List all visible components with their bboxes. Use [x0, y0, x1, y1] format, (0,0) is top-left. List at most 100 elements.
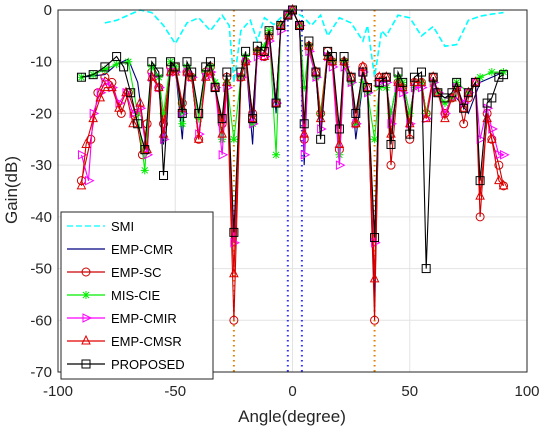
data-point-marker: [428, 72, 438, 82]
data-point-marker: [405, 129, 415, 139]
data-point-marker: [311, 67, 321, 77]
data-point-marker: [159, 170, 169, 180]
data-point-marker: [351, 117, 361, 128]
data-point-marker: [140, 145, 150, 155]
data-point-marker: [81, 267, 91, 277]
data-point-marker: [77, 73, 86, 82]
data-point-marker: [287, 3, 298, 14]
data-point-marker: [358, 78, 367, 87]
data-point-marker: [217, 127, 227, 138]
legend-item: EMP-CMR: [67, 242, 173, 257]
data-point-marker: [121, 86, 131, 97]
y-tick-label: -60: [30, 312, 52, 329]
data-point-marker: [494, 174, 504, 185]
y-tick-label: -10: [30, 54, 52, 71]
y-tick-label: -70: [30, 364, 52, 381]
data-point-marker: [487, 133, 497, 143]
legend-item: PROPOSED: [67, 357, 185, 372]
data-point-marker: [398, 77, 408, 87]
data-point-marker: [499, 70, 509, 80]
x-tick-label: -50: [164, 383, 186, 400]
data-point-marker: [124, 57, 133, 66]
data-point-marker: [264, 26, 274, 36]
data-point-marker: [114, 102, 124, 112]
y-tick-label: -30: [30, 157, 52, 174]
data-point-marker: [494, 160, 504, 170]
data-point-marker: [409, 72, 419, 82]
data-point-marker: [126, 88, 136, 98]
data-point-marker: [363, 83, 373, 93]
data-point-marker: [346, 72, 356, 82]
data-point-marker: [276, 21, 286, 31]
data-point-marker: [248, 114, 258, 124]
data-point-marker: [107, 77, 117, 87]
data-point-marker: [194, 114, 203, 123]
data-point-marker: [247, 112, 258, 123]
series-proposed: [76, 5, 509, 274]
data-point-marker: [386, 109, 395, 118]
data-point-marker: [200, 71, 211, 81]
x-tick-label: 50: [401, 383, 418, 400]
data-point-marker: [84, 175, 95, 186]
data-point-marker: [382, 83, 391, 92]
data-point-marker: [482, 98, 492, 108]
data-point-marker: [159, 109, 168, 118]
x-tick-label: 0: [288, 383, 296, 400]
data-point-marker: [475, 190, 485, 200]
data-point-marker: [82, 291, 90, 299]
data-point-marker: [177, 108, 187, 118]
data-point-marker: [218, 149, 229, 160]
data-point-marker: [129, 108, 140, 119]
data-point-marker: [463, 86, 474, 97]
data-point-marker: [475, 212, 485, 222]
series-smi: [104, 9, 504, 83]
data-point-marker: [299, 127, 310, 138]
data-point-marker: [495, 149, 505, 160]
data-point-marker: [112, 52, 122, 62]
data-point-marker: [182, 65, 192, 76]
data-point-marker: [483, 103, 494, 114]
series-line: [81, 9, 504, 269]
legend-label: EMP-CMIR: [111, 311, 177, 326]
data-point-marker: [166, 57, 176, 67]
data-point-marker: [482, 112, 492, 123]
data-point-marker: [335, 160, 346, 170]
data-point-marker: [421, 112, 431, 123]
data-point-marker: [416, 67, 426, 77]
data-point-marker: [77, 149, 88, 160]
x-tick-label: 100: [514, 383, 539, 400]
data-point-marker: [76, 179, 87, 190]
data-point-marker: [116, 108, 126, 118]
data-point-marker: [283, 10, 293, 20]
data-point-marker: [187, 67, 197, 77]
data-point-marker: [81, 359, 91, 369]
data-point-marker: [159, 119, 169, 129]
data-point-marker: [433, 86, 443, 97]
legend-label: PROPOSED: [111, 357, 185, 372]
data-point-marker: [252, 41, 262, 51]
data-point-marker: [210, 83, 220, 93]
data-point-marker: [260, 42, 269, 51]
legend-label: EMP-CMSR: [111, 334, 182, 349]
data-point-marker: [299, 119, 309, 129]
data-point-marker: [370, 135, 379, 144]
legend: SMI EMP-CMR EMP-SC MIS-CIE EMP-CMIR EMP-CMSR P…: [60, 211, 214, 380]
y-tick-labels: 0 -10 -20 -30 -40 -50 -60 -70: [30, 2, 52, 381]
data-point-marker: [459, 119, 469, 129]
data-point-marker: [405, 109, 414, 118]
data-point-marker: [271, 96, 281, 107]
data-point-marker: [494, 72, 504, 82]
data-point-marker: [327, 52, 337, 62]
data-point-marker: [81, 334, 91, 345]
data-point-marker: [374, 77, 384, 87]
legend-label: SMI: [111, 219, 134, 234]
data-point-marker: [351, 108, 361, 118]
data-point-marker: [295, 21, 305, 31]
y-axis-title: Gain(dB): [2, 156, 21, 224]
data-point-marker: [381, 72, 391, 82]
data-point-marker: [154, 67, 164, 77]
data-point-marker: [210, 81, 220, 92]
data-point-marker: [241, 46, 251, 56]
data-point-marker: [476, 134, 487, 145]
